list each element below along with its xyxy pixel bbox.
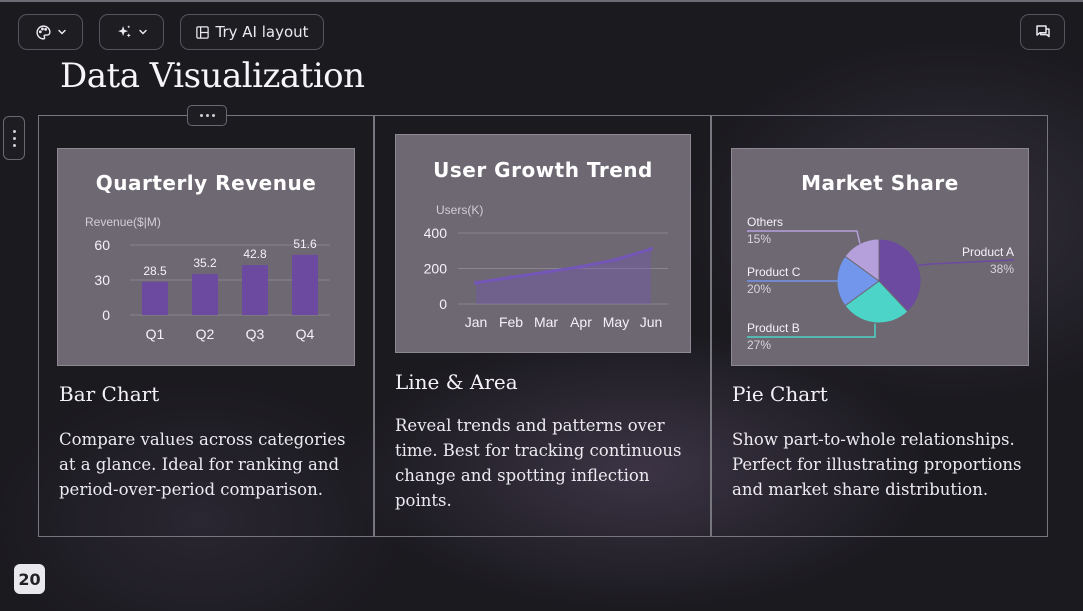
bar-chart-heading: Bar Chart	[59, 382, 160, 406]
bar-chart-title: Quarterly Revenue	[95, 171, 317, 195]
comments-button[interactable]	[1020, 14, 1065, 50]
bar	[192, 273, 218, 315]
pie-slice-label: Others	[747, 215, 783, 229]
pie-slice-label: Product A	[962, 245, 1014, 259]
x-tick-label: Q1	[146, 326, 165, 342]
column-divider	[373, 115, 375, 537]
line-chart: Users(K) 0 200 400 Jan Feb Mar Apr May Jun	[424, 203, 668, 330]
pie-slice-percent: 38%	[990, 262, 1014, 276]
x-tick-label: Apr	[570, 314, 592, 330]
data-point	[544, 270, 548, 275]
pie-leader-line	[918, 259, 1015, 267]
pie-slice-percent: 20%	[747, 282, 771, 296]
x-tick-label: May	[603, 314, 629, 330]
bar	[242, 265, 268, 315]
bar-value-label: 42.8	[243, 247, 267, 261]
line-chart-card: User Growth Trend Users(K) 0 200 400 Jan Feb M…	[395, 134, 691, 353]
series-line	[475, 247, 652, 285]
sparkle-icon	[116, 24, 133, 41]
pie-slice-label: Product B	[747, 321, 800, 335]
y-tick-label: 0	[439, 296, 447, 312]
comments-icon	[1034, 23, 1052, 41]
page-number-badge: 20	[14, 564, 45, 594]
chevron-down-icon	[57, 27, 67, 37]
pie-chart-title: Market Share	[801, 171, 959, 195]
x-tick-label: Jan	[465, 314, 488, 330]
block-drag-handle[interactable]	[187, 105, 227, 126]
bar-chart-card: Quarterly Revenue Revenue($|M) 0 30 60 28.5 Q…	[57, 148, 355, 366]
y-tick-label: 0	[102, 307, 110, 323]
bar-chart: Revenue($|M) 0 30 60 28.5 Q1 35.2 Q2 42.8 Q3 51.6 Q…	[85, 215, 330, 342]
window-top-border	[0, 0, 1083, 2]
try-ai-layout-label: Try AI layout	[215, 23, 309, 41]
bar-value-label: 28.5	[143, 264, 167, 278]
y-tick-label: 200	[424, 261, 448, 277]
pie-slice-label: Product C	[747, 265, 801, 279]
x-tick-label: Q4	[296, 326, 315, 342]
layout-grid	[38, 115, 1048, 537]
x-tick-label: Jun	[640, 314, 663, 330]
bar-chart-description: Compare values across categories at a gl…	[59, 430, 346, 499]
theme-palette-button[interactable]	[18, 14, 83, 50]
pie-chart-heading: Pie Chart	[732, 382, 828, 406]
data-point	[614, 257, 618, 262]
data-point	[649, 246, 653, 251]
y-axis-label: Revenue($|M)	[85, 215, 161, 229]
y-tick-label: 400	[424, 225, 448, 241]
line-chart-description: Reveal trends and patterns over time. Be…	[395, 416, 682, 510]
pie-chart: Product A 38% Product B 27% Product C 20% Othe…	[747, 215, 1015, 352]
pie-chart-card: Market Share Product A 38% Product B 27% Pro…	[731, 148, 1029, 366]
try-ai-layout-button[interactable]: Try AI layout	[180, 14, 324, 50]
slide-side-handle[interactable]	[3, 116, 25, 160]
data-point	[474, 280, 478, 285]
y-axis-label: Users(K)	[436, 203, 483, 217]
y-tick-label: 60	[94, 237, 110, 253]
pie-chart-description: Show part-to-whole relationships. Perfec…	[732, 430, 1022, 499]
layout-icon	[195, 25, 210, 40]
data-point	[509, 275, 513, 280]
line-chart-title: User Growth Trend	[433, 158, 653, 182]
column-divider	[710, 115, 712, 537]
data-point	[579, 264, 583, 269]
page-title: Data Visualization	[60, 56, 365, 96]
pie-slice	[878, 238, 922, 313]
bar	[292, 254, 318, 315]
bar-value-label: 51.6	[293, 237, 317, 251]
chevron-down-icon	[138, 27, 148, 37]
y-tick-label: 30	[94, 272, 110, 288]
bar	[142, 281, 168, 315]
pie-slice-percent: 27%	[747, 338, 771, 352]
x-tick-label: Q2	[196, 326, 215, 342]
pie-slice-percent: 15%	[747, 232, 771, 246]
palette-icon	[35, 24, 52, 41]
line-chart-heading: Line & Area	[395, 370, 518, 394]
x-tick-label: Feb	[499, 314, 523, 330]
pie-leader-line	[747, 323, 876, 338]
ai-magic-button[interactable]	[99, 14, 164, 50]
bar-value-label: 35.2	[193, 256, 217, 270]
x-tick-label: Q3	[246, 326, 265, 342]
pie-slice	[844, 280, 909, 324]
x-tick-label: Mar	[534, 314, 558, 330]
pie-leader-line	[747, 230, 861, 244]
